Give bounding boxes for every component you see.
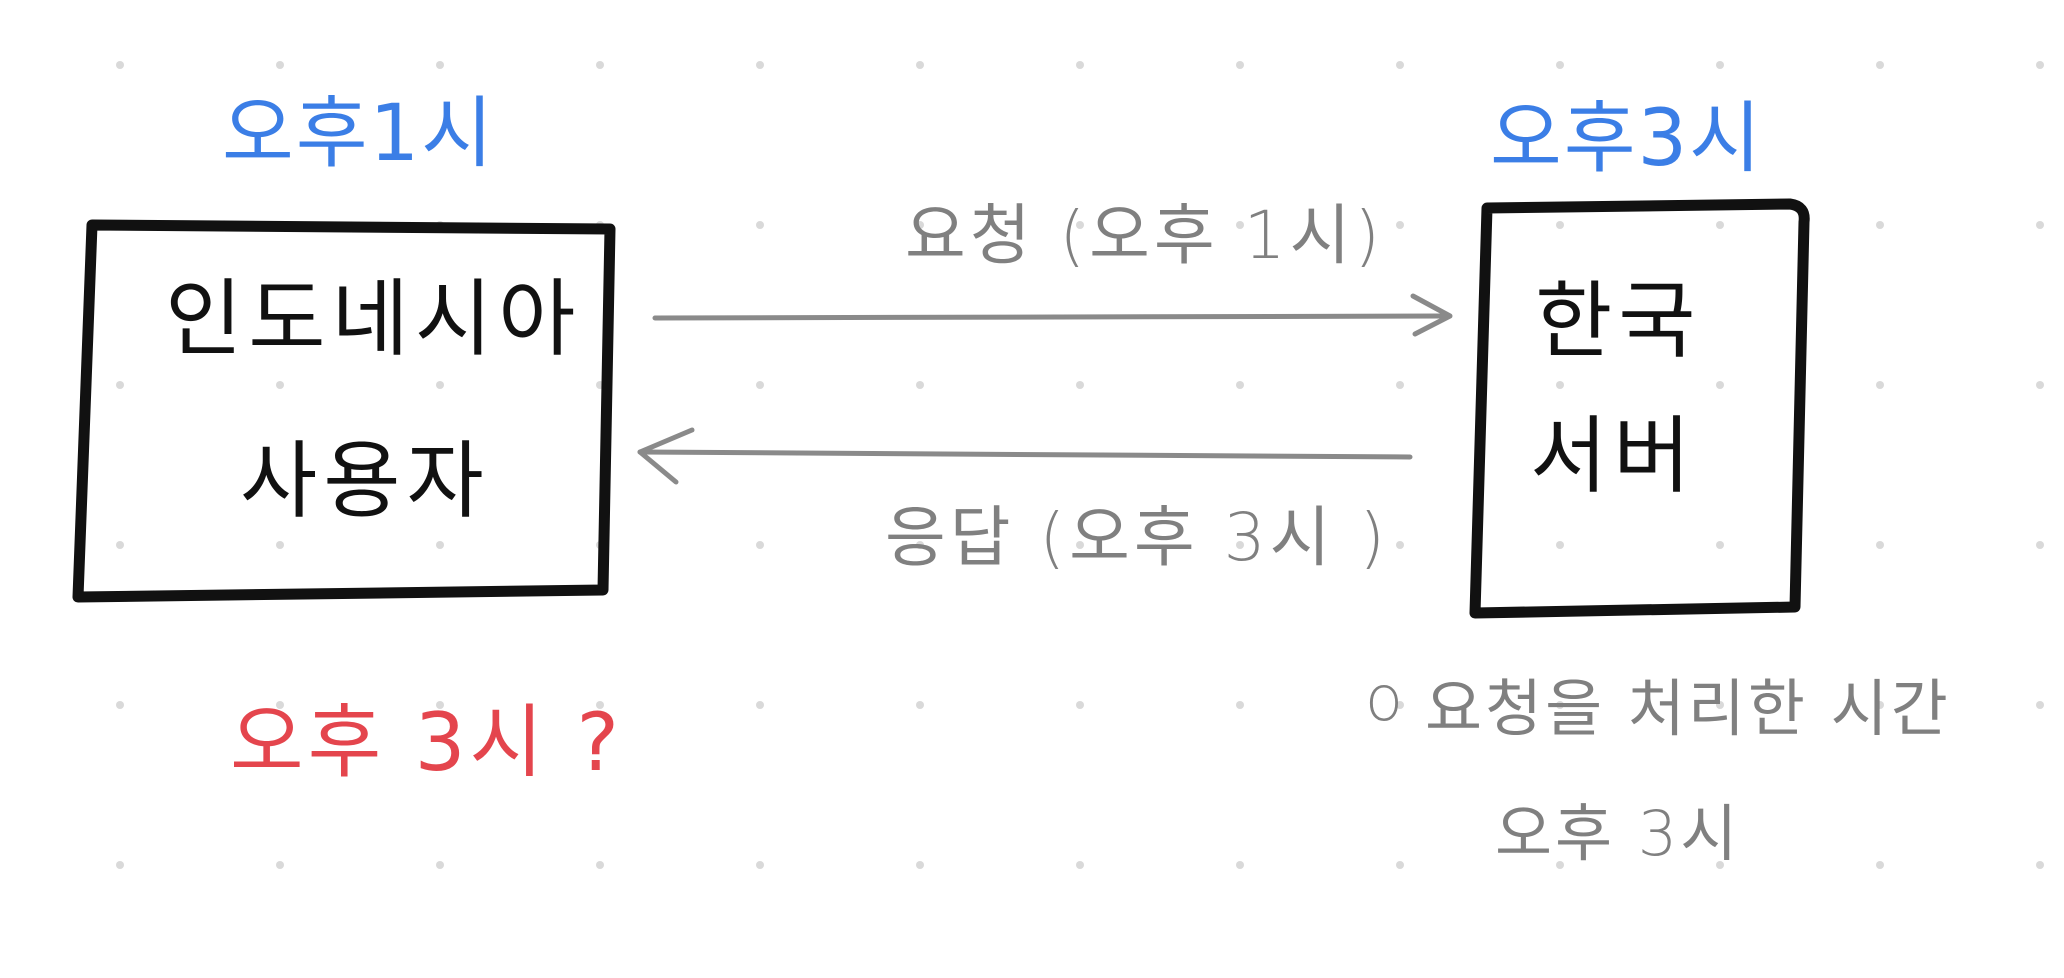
grid-dot: [756, 61, 764, 69]
note-line2: 오후 3시: [1495, 797, 1740, 870]
client-question-label: 오후 3시 ?: [230, 696, 623, 789]
grid-dot: [436, 701, 444, 709]
server-time-label: 오후3시: [1490, 94, 1763, 184]
grid-dot: [1236, 701, 1244, 709]
grid-dot: [1876, 861, 1884, 869]
grid-dot: [2036, 541, 2044, 549]
server-box: [1469, 198, 1810, 619]
grid-dot: [1716, 861, 1724, 869]
grid-dot: [1556, 701, 1564, 709]
grid-dot: [2036, 61, 2044, 69]
grid-dot: [916, 701, 924, 709]
grid-dot: [756, 701, 764, 709]
grid-dot: [1556, 861, 1564, 869]
server-box-line2: 서버: [1530, 407, 1697, 505]
grid-dot: [596, 701, 604, 709]
server-box-line1: 한국: [1535, 272, 1702, 370]
server-note: o 요청을 처리한 시간 오후 3시: [1365, 662, 1951, 870]
grid-dot: [1076, 541, 1084, 549]
grid-dot: [1076, 221, 1084, 229]
grid-dot: [916, 61, 924, 69]
grid-dot: [116, 61, 124, 69]
grid-dot: [1876, 381, 1884, 389]
grid-dot: [756, 541, 764, 549]
grid-dot: [276, 861, 284, 869]
grid-dot: [1716, 541, 1724, 549]
grid-dot: [1876, 61, 1884, 69]
grid-dot: [1396, 701, 1404, 709]
note-bullet: o: [1365, 662, 1406, 735]
grid-dot: [436, 381, 444, 389]
grid-dot: [596, 61, 604, 69]
grid-dot: [1236, 861, 1244, 869]
grid-dot: [2036, 701, 2044, 709]
response-arrow-head: [637, 427, 695, 485]
grid-dot: [1236, 541, 1244, 549]
grid-dot: [276, 541, 284, 549]
grid-dot: [1876, 701, 1884, 709]
grid-dot: [1396, 61, 1404, 69]
grid-dot: [436, 541, 444, 549]
grid-dot: [916, 861, 924, 869]
grid-dot: [1396, 861, 1404, 869]
grid-dot: [1556, 541, 1564, 549]
response-arrow-line: [637, 449, 1413, 460]
grid-dot: [116, 541, 124, 549]
client-group: 오후1시 인도네시아 사용자 오후 3시 ?: [72, 89, 623, 789]
request-arrow-line: [652, 313, 1448, 321]
grid-dot: [1076, 61, 1084, 69]
grid-dot: [1716, 221, 1724, 229]
grid-dot: [436, 861, 444, 869]
grid-dot: [1076, 381, 1084, 389]
grid-dot: [1396, 221, 1404, 229]
grid-dot: [1556, 381, 1564, 389]
grid-dot: [1076, 861, 1084, 869]
grid-dot: [1716, 701, 1724, 709]
response-arrow: 응답 (오후 3시 ): [637, 427, 1413, 576]
grid-dot: [2036, 861, 2044, 869]
grid-dot: [596, 861, 604, 869]
grid-dot: [276, 61, 284, 69]
grid-dot: [1236, 61, 1244, 69]
grid-dot: [1716, 61, 1724, 69]
request-arrow: 요청 (오후 1시): [652, 197, 1453, 337]
grid-dot: [916, 541, 924, 549]
grid-dot: [436, 61, 444, 69]
grid-dot: [756, 381, 764, 389]
grid-dot: [1236, 381, 1244, 389]
client-box-line2: 사용자: [240, 432, 490, 530]
grid-dot: [1876, 541, 1884, 549]
grid-dot: [276, 381, 284, 389]
note-line1: 요청을 처리한 시간: [1425, 672, 1951, 745]
grid-dot: [916, 381, 924, 389]
response-label: 응답 (오후 3시 ): [885, 499, 1389, 576]
client-box: [72, 219, 616, 603]
grid-dot: [756, 861, 764, 869]
client-box-line1: 인도네시아: [165, 270, 581, 368]
grid-dot: [1396, 381, 1404, 389]
grid-dot: [1556, 221, 1564, 229]
grid-dot: [1396, 541, 1404, 549]
grid-dot: [1716, 381, 1724, 389]
request-label: 요청 (오후 1시): [905, 197, 1384, 274]
grid-dot: [116, 861, 124, 869]
grid-dot: [1076, 701, 1084, 709]
grid-dot: [2036, 381, 2044, 389]
grid-dot: [1876, 221, 1884, 229]
grid-dot: [756, 221, 764, 229]
client-time-label: 오후1시: [222, 89, 495, 179]
grid-dot: [116, 381, 124, 389]
grid-dot: [1236, 221, 1244, 229]
grid-dot: [1556, 61, 1564, 69]
grid-dot: [2036, 221, 2044, 229]
grid-dot: [116, 701, 124, 709]
server-group: 오후3시 한국 서버: [1469, 94, 1810, 619]
grid-dot: [276, 701, 284, 709]
grid-dot: [916, 221, 924, 229]
request-arrow-head: [1410, 293, 1453, 337]
